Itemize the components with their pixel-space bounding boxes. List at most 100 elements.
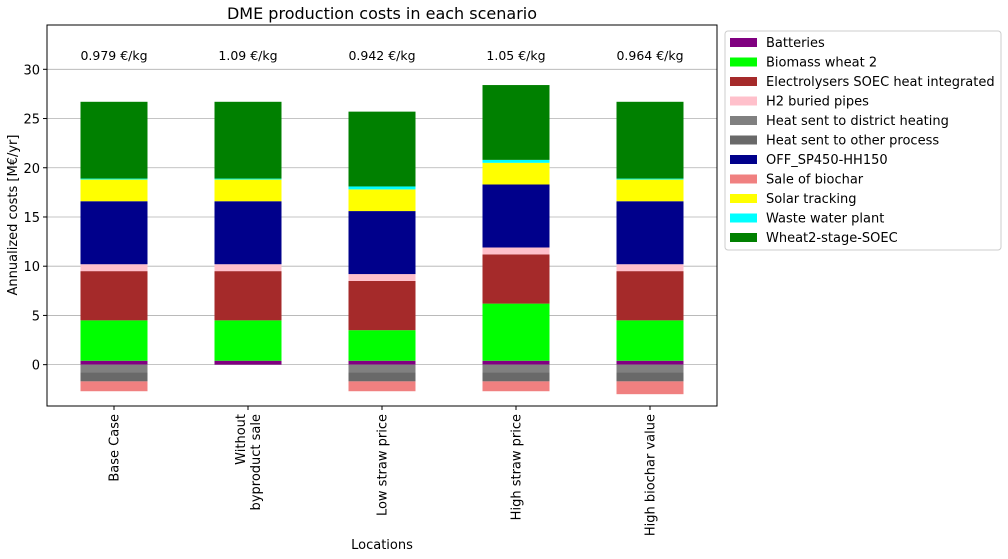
bar-segment — [348, 364, 416, 373]
legend-label: Solar tracking — [766, 192, 856, 207]
bar-segment — [482, 360, 550, 365]
legend: Batteries Biomass wheat 2 Electrolysers SO… — [724, 30, 1002, 251]
bar-segment — [616, 264, 684, 272]
legend-swatch — [730, 213, 757, 223]
legend-swatch — [730, 96, 757, 106]
bar-segment — [348, 111, 416, 187]
bar-segment — [482, 159, 550, 163]
bar-segment — [80, 360, 148, 365]
price-annotation: 0.964 €/kg — [616, 48, 683, 63]
bar-segment — [616, 178, 684, 180]
bar-segment — [482, 364, 550, 373]
x-tick-label: High straw price — [510, 414, 525, 520]
bar-segment — [348, 330, 416, 361]
bar-segment — [80, 179, 148, 202]
legend-label: Biomass wheat 2 — [766, 56, 877, 71]
bar-segment — [616, 360, 684, 365]
x-axis-label: Locations — [351, 538, 413, 553]
bar-segment — [348, 381, 416, 392]
bar-segment — [348, 189, 416, 212]
y-tick-label: 20 — [23, 162, 40, 177]
chart-title: DME production costs in each scenario — [227, 4, 537, 23]
legend-label: Batteries — [766, 36, 825, 51]
bar-segment — [80, 201, 148, 265]
legend-label: Sale of biochar — [766, 173, 864, 188]
bar-segment — [80, 381, 148, 392]
annotations: 0.979 €/kg 1.09 €/kg 0.942 €/kg 1.05 €/kg 0.… — [80, 48, 683, 63]
bar-segment — [80, 320, 148, 361]
bar-segment — [616, 381, 684, 395]
bars — [80, 85, 684, 395]
x-tick-label: Base Case — [108, 414, 123, 482]
legend-swatch — [730, 155, 757, 164]
legend-swatch — [730, 77, 757, 86]
price-annotation: 1.05 €/kg — [486, 48, 545, 63]
bar-segment — [348, 186, 416, 190]
legend-swatch — [730, 38, 757, 47]
bar-segment — [616, 372, 684, 382]
bar-segment — [214, 360, 282, 365]
bar-segment — [214, 201, 282, 265]
bar-segment — [80, 364, 148, 373]
bar-segment — [482, 85, 550, 160]
bar-segment — [482, 184, 550, 248]
bar-segment — [482, 254, 550, 304]
legend-label: OFF_SP450-HH150 — [766, 153, 888, 168]
bar-segment — [80, 271, 148, 321]
legend-frame — [724, 30, 1002, 251]
bar-segment — [80, 101, 148, 179]
y-tick-label: 5 — [32, 309, 40, 324]
bar-segment — [616, 101, 684, 179]
legend-label: Waste water plant — [766, 212, 884, 227]
bar-segment — [348, 211, 416, 275]
y-tick-label: 0 — [32, 359, 40, 374]
price-annotation: 0.942 €/kg — [348, 48, 415, 63]
bar-segment — [214, 271, 282, 321]
bar-segment — [348, 372, 416, 382]
y-tick-label: 25 — [23, 113, 40, 128]
legend-label: Heat sent to other process — [766, 134, 939, 149]
bar-segment — [482, 381, 550, 392]
bar-segment — [348, 360, 416, 365]
price-annotation: 1.09 €/kg — [218, 48, 277, 63]
legend-label: Electrolysers SOEC heat integrated — [766, 75, 995, 90]
legend-swatch — [730, 57, 757, 67]
legend-label: H2 buried pipes — [766, 95, 869, 110]
legend-label: Wheat2-stage-SOEC — [766, 231, 898, 246]
bar-segment — [80, 372, 148, 382]
y-axis-label: Annualized costs [M€/yr] — [6, 135, 21, 296]
x-axis-ticks: Base Case Withoutbyproduct sale Low straw … — [108, 406, 659, 536]
bar-segment — [348, 280, 416, 331]
legend-swatch — [730, 194, 757, 203]
bar-segment — [80, 178, 148, 180]
bar-segment — [616, 179, 684, 202]
legend-swatch — [730, 174, 757, 184]
y-tick-label: 10 — [23, 260, 40, 275]
bar-segment — [482, 247, 550, 255]
legend-label: Heat sent to district heating — [766, 114, 949, 129]
bar-segment — [616, 201, 684, 265]
x-tick-label: High biochar value — [644, 414, 659, 536]
bar-segment — [214, 264, 282, 272]
legend-swatch — [730, 135, 757, 145]
y-tick-label: 30 — [23, 63, 40, 78]
bar-segment — [482, 372, 550, 382]
bar-segment — [616, 364, 684, 373]
legend-swatch — [730, 233, 757, 242]
legend-swatch — [730, 116, 757, 125]
x-tick-label: Low straw price — [376, 414, 391, 516]
bar-segment — [214, 179, 282, 202]
bar-segment — [482, 303, 550, 361]
price-annotation: 0.979 €/kg — [80, 48, 147, 63]
bar-segment — [214, 320, 282, 361]
bar-segment — [482, 162, 550, 185]
bar-segment — [348, 274, 416, 281]
bar-segment — [214, 101, 282, 179]
y-axis-ticks: 0 5 10 15 20 25 30 — [23, 63, 47, 374]
bar-segment — [214, 178, 282, 180]
y-tick-label: 15 — [23, 211, 40, 226]
bar-segment — [80, 264, 148, 272]
x-tick-label: Withoutbyproduct sale — [234, 414, 264, 510]
bar-segment — [616, 320, 684, 361]
